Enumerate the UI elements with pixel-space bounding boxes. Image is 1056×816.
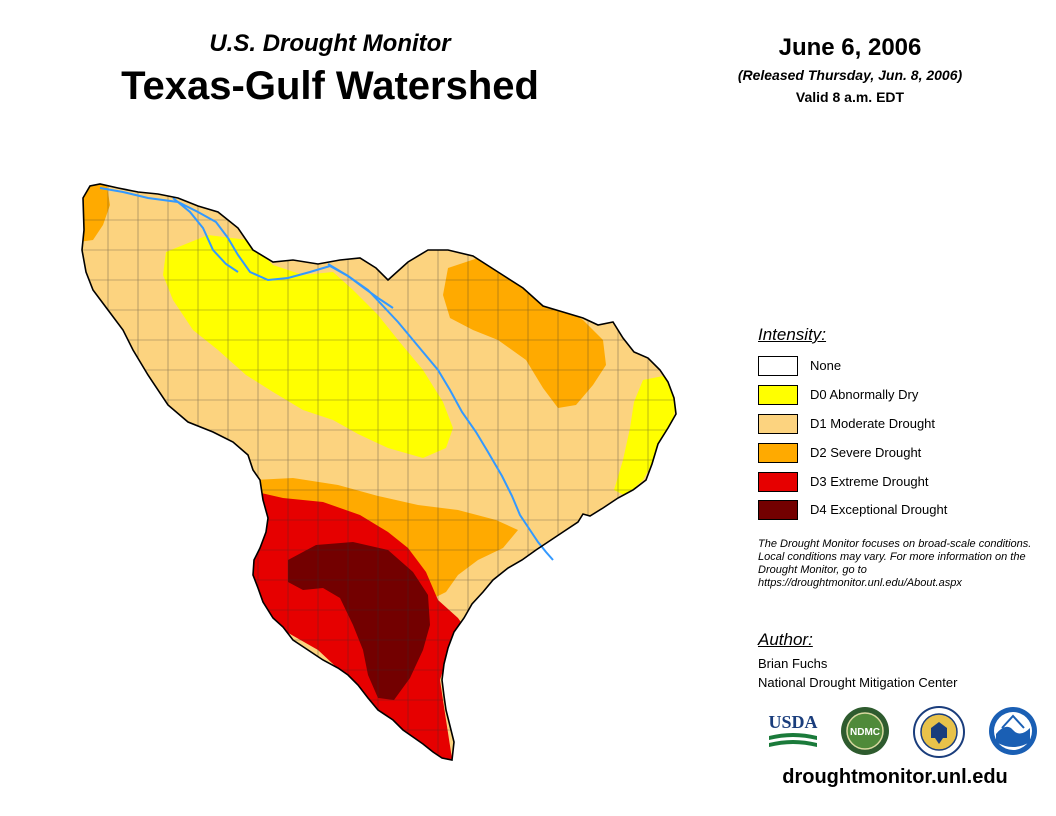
footer-url[interactable]: droughtmonitor.unl.edu bbox=[782, 766, 1008, 788]
legend-label: D3 Extreme Drought bbox=[810, 474, 929, 489]
d0-region-east bbox=[614, 375, 676, 496]
legend-swatch bbox=[758, 443, 798, 463]
trinity-river bbox=[327, 263, 554, 561]
ndmc-logo: NDMC bbox=[841, 707, 889, 755]
watershed-outline bbox=[81, 183, 677, 761]
map-title: Texas-Gulf Watershed bbox=[121, 64, 539, 108]
map-subtitle: U.S. Drought Monitor bbox=[209, 30, 451, 57]
d4-region-south bbox=[288, 542, 430, 700]
author-heading: Author: bbox=[758, 630, 813, 649]
doc-seal-logo bbox=[913, 706, 965, 758]
map-date: June 6, 2006 bbox=[778, 34, 922, 61]
legend-swatch bbox=[758, 356, 798, 376]
ndmc-logo-text: NDMC bbox=[850, 727, 880, 738]
legend-heading: Intensity: bbox=[758, 325, 827, 344]
usda-logo-text: USDA bbox=[768, 712, 817, 732]
author-name: Brian Fuchs bbox=[758, 656, 828, 671]
legend-swatch bbox=[758, 385, 798, 405]
river-west bbox=[172, 197, 239, 273]
d2-region-northwest bbox=[82, 184, 110, 242]
noaa-logo bbox=[989, 707, 1037, 755]
legend-label: None bbox=[810, 358, 842, 373]
legend-label: D0 Abnormally Dry bbox=[810, 387, 919, 402]
d0-region-northwest bbox=[163, 235, 453, 458]
release-date: (Released Thursday, Jun. 8, 2006) bbox=[737, 67, 963, 83]
legend-label: D4 Exceptional Drought bbox=[810, 502, 948, 517]
d2-region-northeast bbox=[443, 258, 606, 408]
legend-swatch bbox=[758, 414, 798, 434]
usda-logo: USDA bbox=[768, 712, 818, 747]
legend-swatch bbox=[758, 500, 798, 520]
valid-time: Valid 8 a.m. EDT bbox=[795, 89, 905, 105]
legend-label: D1 Moderate Drought bbox=[810, 416, 936, 431]
author-organization: National Drought Mitigation Center bbox=[758, 675, 958, 690]
legend-swatch bbox=[758, 472, 798, 492]
drought-map bbox=[81, 183, 677, 761]
legend-label: D2 Severe Drought bbox=[810, 445, 922, 460]
disclaimer-note: The Drought Monitor focuses on broad-sca… bbox=[758, 538, 1032, 589]
